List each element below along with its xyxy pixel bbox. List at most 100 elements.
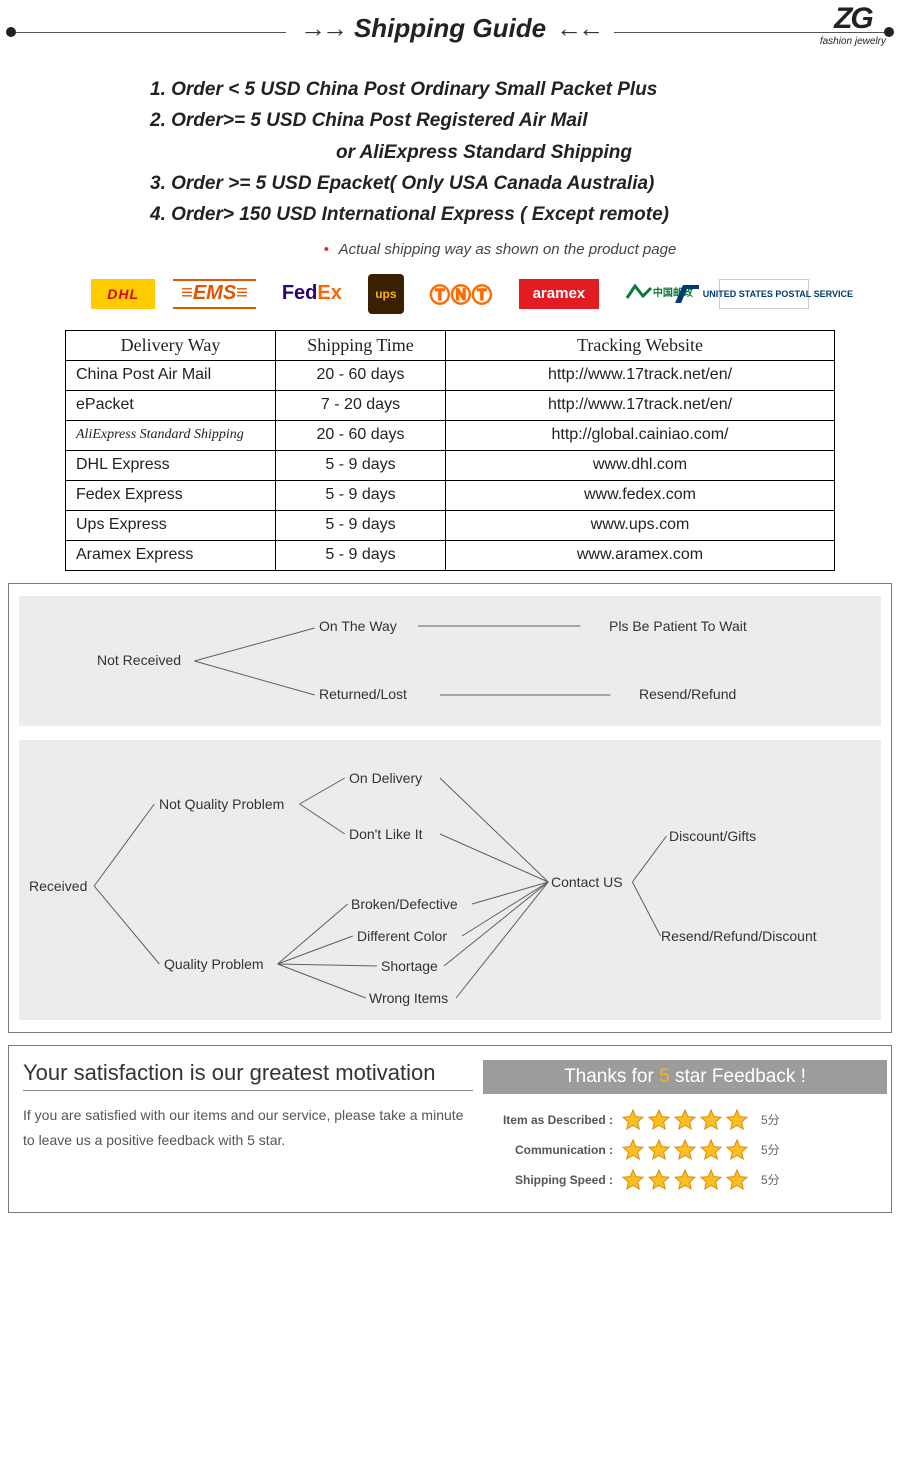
star-icon (725, 1108, 749, 1132)
banner-pre: Thanks for (564, 1066, 659, 1087)
table-cell: 5 - 9 days (276, 510, 446, 540)
rating-suffix: 5分 (761, 1141, 780, 1158)
rating-label: Communication : (483, 1143, 613, 1157)
star-icon (647, 1168, 671, 1192)
diagram-node: Discount/Gifts (669, 828, 756, 844)
ratings: Item as Described : 5分Communication : 5分… (483, 1108, 887, 1192)
diagram-node: Quality Problem (164, 956, 264, 972)
brand-logo-main: ZG (820, 2, 886, 36)
footer-body: If you are satisfied with our items and … (23, 1103, 473, 1153)
star-icon (699, 1168, 723, 1192)
table-row: Fedex Express5 - 9 dayswww.fedex.com (66, 480, 835, 510)
table-row: AliExpress Standard Shipping20 - 60 days… (66, 420, 835, 450)
diagram-node: Broken/Defective (351, 896, 458, 912)
banner-post: star Feedback ! (670, 1066, 806, 1087)
footer-left: Your satisfaction is our greatest motiva… (23, 1060, 473, 1198)
rule-line: 2. Order>= 5 USD China Post Registered A… (150, 105, 900, 136)
star-icon (725, 1138, 749, 1162)
diagram-node: Pls Be Patient To Wait (609, 618, 747, 634)
star-icon (725, 1168, 749, 1192)
rule-line: 3. Order >= 5 USD Epacket( Only USA Cana… (150, 168, 900, 199)
star-icon (699, 1138, 723, 1162)
table-row: Aramex Express5 - 9 dayswww.aramex.com (66, 540, 835, 570)
dhl-logo: DHL (91, 279, 155, 309)
diagram-node: On The Way (319, 618, 397, 634)
page-title-wrap: →→ Shipping Guide ←← (286, 13, 614, 44)
actual-note-text: Actual shipping way as shown on the prod… (339, 241, 677, 258)
diagram-node: Wrong Items (369, 990, 448, 1006)
shipping-rules: 1. Order < 5 USD China Post Ordinary Sma… (0, 56, 900, 235)
table-cell: Aramex Express (66, 540, 276, 570)
page-title: Shipping Guide (354, 13, 546, 44)
diagram-node: Contact US (551, 874, 623, 890)
ems-logo: ≡EMS≡ (173, 279, 256, 309)
header: →→ Shipping Guide ←← ZG fashion jewelry (0, 0, 900, 56)
col-delivery-way: Delivery Way (66, 330, 276, 360)
brand-logo: ZG fashion jewelry (820, 2, 886, 47)
diagram-node: Not Received (97, 652, 181, 668)
table-cell: http://www.17track.net/en/ (446, 390, 835, 420)
star-icon (647, 1108, 671, 1132)
table-cell: 5 - 9 days (276, 480, 446, 510)
rating-suffix: 5分 (761, 1111, 780, 1128)
table-cell: www.aramex.com (446, 540, 835, 570)
star-icon (647, 1138, 671, 1162)
col-tracking: Tracking Website (446, 330, 835, 360)
feedback-footer: Your satisfaction is our greatest motiva… (8, 1045, 892, 1213)
arrow-left-icon: →→ (300, 13, 344, 44)
rating-label: Item as Described : (483, 1113, 613, 1127)
delivery-table: Delivery Way Shipping Time Tracking Webs… (65, 330, 835, 571)
table-cell: Fedex Express (66, 480, 276, 510)
diagram-node: Shortage (381, 958, 438, 974)
footer-heading: Your satisfaction is our greatest motiva… (23, 1060, 473, 1091)
fedex-logo: FedEx (274, 279, 350, 309)
diagram-node: Resend/Refund/Discount (661, 928, 817, 944)
bullet-icon: • (324, 241, 329, 258)
usps-logo: UNITED STATES POSTAL SERVICE (719, 279, 809, 309)
rating-stars (621, 1168, 749, 1192)
resolution-diagrams: Not Received On The Way Returned/Lost Pls B… (8, 583, 892, 1033)
table-cell: www.dhl.com (446, 450, 835, 480)
header-dot-left (6, 27, 16, 37)
diagram-node: Not Quality Problem (159, 796, 284, 812)
diagram-node: Different Color (357, 928, 447, 944)
col-shipping-time: Shipping Time (276, 330, 446, 360)
table-header-row: Delivery Way Shipping Time Tracking Webs… (66, 330, 835, 360)
table-cell: ePacket (66, 390, 276, 420)
table-row: China Post Air Mail20 - 60 dayshttp://ww… (66, 360, 835, 390)
star-icon (673, 1108, 697, 1132)
star-icon (621, 1168, 645, 1192)
aramex-logo: aramex (519, 279, 599, 309)
banner-five: 5 (659, 1066, 670, 1087)
table-cell: 20 - 60 days (276, 420, 446, 450)
diagram-node: Don't Like It (349, 826, 423, 842)
table-row: DHL Express5 - 9 dayswww.dhl.com (66, 450, 835, 480)
rating-row: Communication : 5分 (483, 1138, 887, 1162)
table-cell: www.fedex.com (446, 480, 835, 510)
rating-row: Item as Described : 5分 (483, 1108, 887, 1132)
table-cell: 5 - 9 days (276, 450, 446, 480)
brand-logo-tag: fashion jewelry (820, 36, 886, 47)
diagram-node: On Delivery (349, 770, 422, 786)
rating-stars (621, 1138, 749, 1162)
table-cell: http://global.cainiao.com/ (446, 420, 835, 450)
star-icon (621, 1108, 645, 1132)
rule-line: 4. Order> 150 USD International Express … (150, 199, 900, 230)
arrow-right-icon: ←← (556, 13, 600, 44)
diagram-node: Returned/Lost (319, 686, 407, 702)
not-received-diagram: Not Received On The Way Returned/Lost Pls B… (19, 596, 881, 726)
table-cell: 5 - 9 days (276, 540, 446, 570)
rating-label: Shipping Speed : (483, 1173, 613, 1187)
star-icon (673, 1168, 697, 1192)
star-icon (699, 1108, 723, 1132)
table-cell: DHL Express (66, 450, 276, 480)
carrier-logos: DHL ≡EMS≡ FedEx ups ⓉⓃⓉ aramex 中国邮政 UNIT… (0, 268, 900, 330)
table-cell: www.ups.com (446, 510, 835, 540)
rating-suffix: 5分 (761, 1171, 780, 1188)
rule-line: 1. Order < 5 USD China Post Ordinary Sma… (150, 74, 900, 105)
rule-line-sub: or AliExpress Standard Shipping (150, 137, 900, 168)
diagram-node: Received (29, 878, 87, 894)
table-row: Ups Express5 - 9 dayswww.ups.com (66, 510, 835, 540)
table-cell: China Post Air Mail (66, 360, 276, 390)
table-row: ePacket7 - 20 dayshttp://www.17track.net… (66, 390, 835, 420)
